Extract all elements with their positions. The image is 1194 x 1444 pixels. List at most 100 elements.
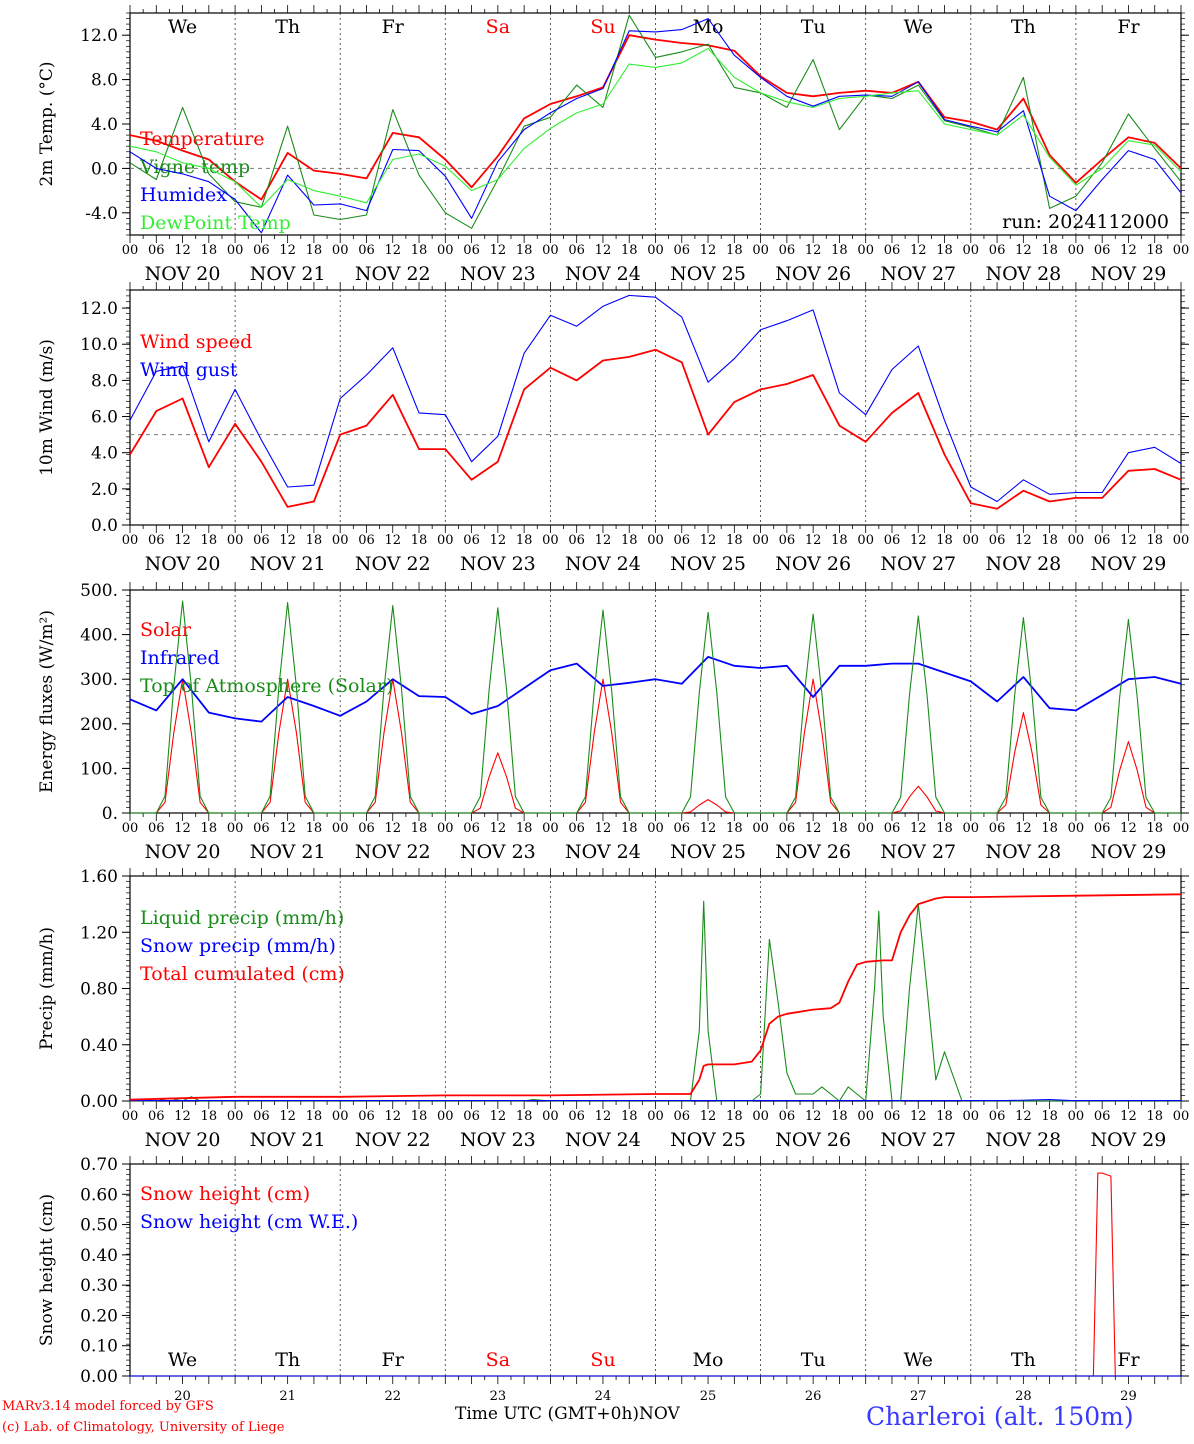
x-hour-label: 00 (332, 243, 349, 258)
x-hour-label: 00 (1068, 243, 1085, 258)
x-date-label: NOV 27 (880, 841, 956, 863)
x-hour-label: 12 (910, 243, 927, 258)
y-tick-label: 0.0 (91, 159, 118, 179)
x-hour-label: 00 (752, 533, 769, 548)
x-date-label: NOV 25 (670, 263, 746, 285)
x-date-label: NOV 28 (985, 263, 1061, 285)
series-line-top-of-atmosphere-solar (130, 600, 1181, 814)
x-hour-label: 18 (936, 243, 953, 258)
x-hour-label: 00 (332, 533, 349, 548)
y-tick-label: 6.0 (91, 408, 118, 428)
x-date-label: NOV 23 (460, 553, 536, 575)
x-hour-label: 18 (936, 821, 953, 836)
series-line-infrared (129, 656, 1182, 723)
x-hour-label: 06 (463, 243, 480, 258)
x-day-number: 28 (1015, 1389, 1032, 1404)
x-hour-label: 12 (174, 821, 191, 836)
x-hour-label: 12 (595, 1109, 612, 1124)
x-hour-label: 00 (332, 1109, 349, 1124)
x-hour-label: 18 (306, 533, 323, 548)
x-date-label: NOV 24 (565, 1129, 641, 1151)
x-day-number: 29 (1120, 1389, 1137, 1404)
y-tick-label: 8.0 (91, 371, 118, 391)
legend-entry: Solar (140, 619, 192, 641)
x-hour-label: 00 (122, 821, 139, 836)
x-hour-label: 12 (805, 1109, 822, 1124)
month-label: NOV (639, 1404, 680, 1424)
series-line-wind-gust (129, 294, 1182, 503)
x-date-label: NOV 21 (250, 841, 326, 863)
x-date-label: NOV 20 (145, 263, 221, 285)
x-hour-label: 06 (148, 533, 165, 548)
x-hour-label: 06 (1094, 533, 1111, 548)
time-axis-label: Time UTC (GMT+0h)NOV (455, 1404, 680, 1424)
y-tick-label: 0.60 (80, 1185, 118, 1205)
x-date-label: NOV 24 (565, 841, 641, 863)
lab-credit: (c) Lab. of Climatology, University of L… (2, 1420, 285, 1435)
x-hour-label: 00 (857, 821, 874, 836)
x-hour-label: 06 (463, 821, 480, 836)
y-tick-label: 400. (80, 626, 118, 646)
x-day-number: 22 (384, 1389, 401, 1404)
x-hour-label: 06 (779, 243, 796, 258)
x-date-label: NOV 26 (775, 1129, 851, 1151)
x-hour-label: 06 (253, 1109, 270, 1124)
x-hour-label: 18 (726, 243, 743, 258)
x-hour-label: 18 (1146, 243, 1163, 258)
x-hour-label: 06 (779, 821, 796, 836)
y-tick-label: 0. (102, 804, 118, 824)
x-hour-label: 00 (752, 1109, 769, 1124)
x-date-label: NOV 23 (460, 263, 536, 285)
legend-entry: Snow precip (mm/h) (140, 935, 336, 957)
x-hour-label: 06 (1094, 243, 1111, 258)
x-hour-label: 06 (568, 821, 585, 836)
x-date-label: NOV 20 (145, 1129, 221, 1151)
time-axis-title: Time UTC (GMT+0h) (455, 1404, 640, 1424)
x-hour-label: 06 (1094, 821, 1111, 836)
x-hour-label: 06 (463, 1109, 480, 1124)
y-tick-label: 0.40 (80, 1036, 118, 1056)
x-hour-label: 06 (674, 1109, 691, 1124)
x-hour-label: 00 (647, 1109, 664, 1124)
x-hour-label: 18 (621, 821, 638, 836)
x-hour-label: 06 (358, 821, 375, 836)
x-hour-label: 12 (490, 243, 507, 258)
y-tick-label: 200. (80, 715, 118, 735)
x-hour-label: 12 (1120, 243, 1137, 258)
weekday-label: We (904, 1349, 933, 1371)
weekday-label: Th (275, 16, 300, 38)
x-hour-label: 18 (936, 1109, 953, 1124)
x-hour-label: 18 (201, 533, 218, 548)
x-hour-label: 06 (674, 243, 691, 258)
x-hour-label: 12 (279, 533, 296, 548)
x-hour-label: 12 (1120, 533, 1137, 548)
x-hour-label: 06 (989, 243, 1006, 258)
run-label: run: 2024112000 (1002, 211, 1169, 233)
x-hour-label: 00 (1173, 821, 1190, 836)
x-hour-label: 06 (1094, 1109, 1111, 1124)
y-tick-label: 300. (80, 670, 118, 690)
legend-entry: Temperature (140, 128, 264, 150)
y-tick-label: 500. (80, 581, 118, 601)
x-hour-label: 12 (910, 821, 927, 836)
x-day-number: 25 (700, 1389, 717, 1404)
x-hour-label: 18 (936, 533, 953, 548)
x-hour-label: 12 (490, 821, 507, 836)
x-hour-label: 06 (884, 243, 901, 258)
x-hour-label: 06 (253, 821, 270, 836)
x-hour-label: 00 (227, 243, 244, 258)
x-hour-label: 00 (122, 1109, 139, 1124)
x-hour-label: 18 (831, 533, 848, 548)
y-tick-label: 0.00 (80, 1367, 118, 1387)
x-hour-label: 06 (674, 821, 691, 836)
weekday-label: Mo (693, 1349, 724, 1371)
x-hour-label: 12 (174, 243, 191, 258)
y-axis-label: Snow height (cm) (37, 1194, 57, 1346)
x-hour-label: 18 (1041, 1109, 1058, 1124)
y-tick-label: 0.70 (80, 1155, 118, 1175)
x-hour-label: 00 (227, 1109, 244, 1124)
y-tick-label: 0.10 (80, 1337, 118, 1357)
x-hour-label: 06 (148, 1109, 165, 1124)
x-hour-label: 12 (595, 821, 612, 836)
x-hour-label: 06 (884, 1109, 901, 1124)
